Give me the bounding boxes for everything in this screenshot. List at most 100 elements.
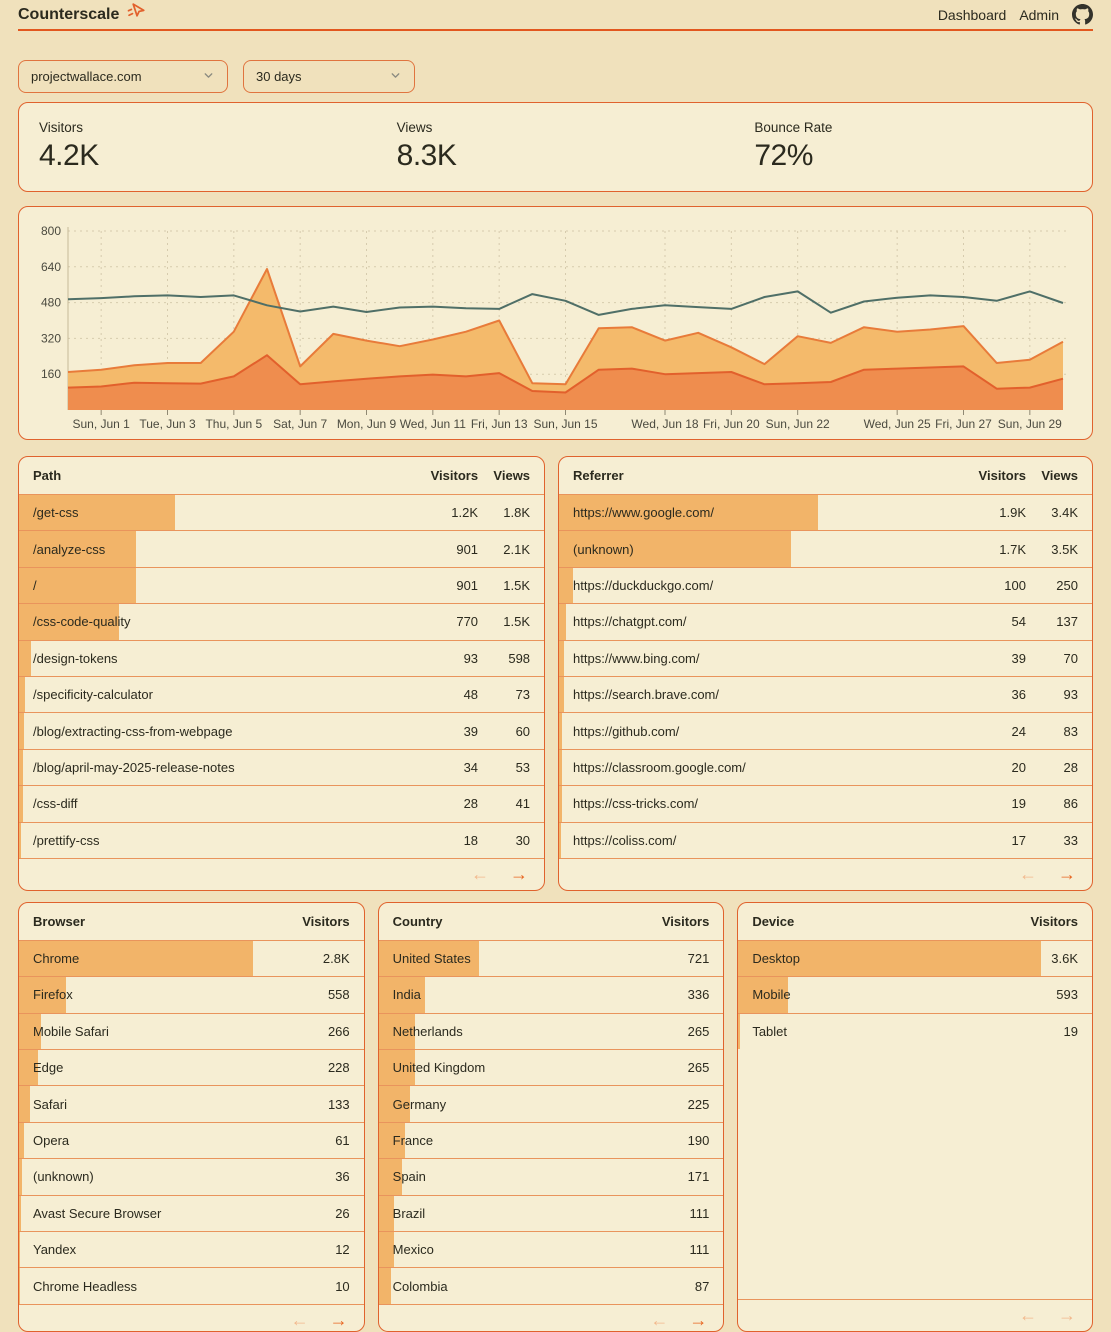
next-page-button[interactable]: → [689, 1310, 708, 1331]
table-row[interactable]: France 190 [378, 1121, 724, 1159]
date-range-select[interactable]: 30 days [243, 60, 415, 93]
row-bar [19, 604, 120, 640]
table-row[interactable]: Avast Secure Browser 26 [19, 1194, 364, 1232]
table-row[interactable]: India 336 [378, 976, 724, 1013]
nav-dashboard-link[interactable]: Dashboard [937, 6, 1007, 23]
nav-admin-link[interactable]: Admin [1019, 6, 1059, 23]
row-visitors: 111 [689, 1242, 710, 1258]
table-row[interactable]: Colombia 87 [378, 1267, 724, 1304]
row-bar [559, 822, 562, 858]
table-row[interactable]: https://coliss.com/17 33 [559, 821, 1092, 858]
table-header: Browser Visitors [19, 903, 364, 940]
table-row[interactable]: Brazil 111 [378, 1194, 724, 1232]
table-row[interactable]: Mobile 593 [738, 976, 1092, 1013]
table-row[interactable]: /blog/extracting-css-from-webpage 39 60 [19, 712, 545, 749]
table-row[interactable]: Safari 133 [19, 1085, 364, 1122]
table-row[interactable]: /css-diff 28 41 [19, 785, 545, 822]
row-bar [378, 1050, 416, 1086]
table-row[interactable]: https://css-tricks.com/19 86 [559, 785, 1092, 822]
table-row[interactable]: /css-code-quality 770 1.5K [19, 603, 545, 640]
top-nav: Dashboard Admin [938, 4, 1093, 25]
row-visitors: 36 [1011, 687, 1026, 703]
row-bar [19, 640, 32, 676]
row-bar [19, 1268, 20, 1304]
row-visitors: 190 [687, 1133, 710, 1149]
next-page-button[interactable]: → [1058, 864, 1076, 885]
row-visitors: 171 [687, 1169, 710, 1185]
table-row[interactable]: Yandex 12 [19, 1231, 364, 1268]
column-header: Visitors [978, 468, 1026, 483]
row-bar [19, 977, 66, 1013]
table-row[interactable]: /specificity-calculator 48 73 [19, 675, 545, 713]
table-row[interactable]: Opera 61 [19, 1121, 364, 1159]
table-row[interactable]: Chrome Headless 10 [19, 1267, 364, 1304]
row-label: Mobile Safari [33, 1023, 109, 1039]
svg-text:Wed, Jun 11: Wed, Jun 11 [400, 417, 467, 431]
prev-page-button: ← [471, 864, 490, 885]
table-row[interactable]: /blog/april-may-2025-release-notes 34 53 [19, 748, 545, 786]
table-row[interactable]: Desktop 3.6K [738, 939, 1092, 977]
table-row[interactable]: /get-css 1.2K 1.8K [19, 494, 545, 531]
table-row[interactable]: Mexico 111 [378, 1231, 724, 1268]
row-label: Opera [33, 1133, 70, 1149]
table-row[interactable]: Edge 228 [19, 1049, 364, 1086]
table-row[interactable]: Spain 171 [378, 1158, 724, 1195]
row-visitors: 2.8K [322, 951, 350, 967]
table-title: Path [33, 468, 62, 483]
table-row[interactable]: Chrome 2.8K [19, 939, 364, 977]
row-label: /design-tokens [33, 650, 118, 666]
column-header: Visitors [430, 468, 479, 483]
row-visitors: 1.9K [999, 505, 1026, 521]
table-row[interactable]: /analyze-css 901 2.1K [19, 530, 545, 567]
row-label: United States [392, 951, 471, 967]
table-row[interactable]: Mobile Safari 266 [19, 1012, 364, 1050]
table-row[interactable]: United States 721 [378, 939, 724, 977]
row-label: /specificity-calculator [33, 687, 153, 703]
table-row[interactable]: United Kingdom 265 [378, 1049, 724, 1086]
row-visitors: 265 [687, 1023, 710, 1039]
row-views: 70 [1063, 650, 1078, 666]
row-bar [19, 713, 25, 749]
row-views: 73 [515, 687, 531, 703]
table-row[interactable]: https://classroom.google.com/20 28 [559, 748, 1092, 786]
row-views: 33 [1063, 832, 1078, 848]
next-page-button[interactable]: → [510, 864, 529, 885]
row-label: https://duckduckgo.com/ [573, 577, 714, 593]
row-label: Yandex [33, 1242, 77, 1258]
table-row[interactable]: https://www.bing.com/39 70 [559, 639, 1092, 676]
row-visitors: 593 [1056, 987, 1078, 1003]
row-visitors: 225 [687, 1096, 710, 1112]
table-row[interactable]: https://github.com/24 83 [559, 712, 1092, 749]
row-bar [738, 977, 789, 1013]
next-page-button[interactable]: → [329, 1310, 348, 1331]
row-visitors: 19 [1011, 796, 1026, 812]
counterscale-cursor-icon [125, 2, 148, 27]
table-row[interactable]: / 901 1.5K [19, 566, 545, 604]
table-row[interactable]: Germany 225 [378, 1085, 724, 1122]
chevron-down-icon [202, 69, 215, 85]
row-visitors: 36 [335, 1169, 350, 1185]
table-row[interactable]: https://www.google.com/1.9K 3.4K [559, 494, 1092, 531]
table-row[interactable]: (unknown) 36 [19, 1158, 364, 1195]
table-row[interactable]: https://search.brave.com/36 93 [559, 675, 1092, 713]
table-row[interactable]: /prettify-css 18 30 [19, 821, 545, 858]
row-visitors: 558 [327, 987, 350, 1003]
table-row[interactable]: /design-tokens 93 598 [19, 639, 545, 676]
table-row[interactable]: https://chatgpt.com/54 137 [559, 603, 1092, 640]
table-row[interactable]: Tablet 19 [738, 1012, 1092, 1050]
row-label: United Kingdom [392, 1060, 486, 1076]
row-visitors: 721 [687, 951, 710, 967]
github-icon[interactable] [1072, 4, 1093, 25]
table-row[interactable]: Netherlands 265 [378, 1012, 724, 1050]
row-visitors: 39 [463, 723, 479, 739]
table-row[interactable]: (unknown) 1.7K 3.5K [559, 530, 1092, 567]
table-row[interactable]: https://duckduckgo.com/100 250 [559, 566, 1092, 604]
row-bar [19, 531, 137, 567]
row-label: https://www.google.com/ [573, 505, 714, 521]
row-views: 1.5K [503, 614, 531, 630]
row-visitors: 3.6K [1051, 951, 1078, 967]
site-select[interactable]: projectwallace.com [18, 60, 228, 93]
row-label: https://github.com/ [573, 723, 680, 739]
row-views: 3.4K [1051, 505, 1078, 521]
table-row[interactable]: Firefox 558 [19, 976, 364, 1013]
